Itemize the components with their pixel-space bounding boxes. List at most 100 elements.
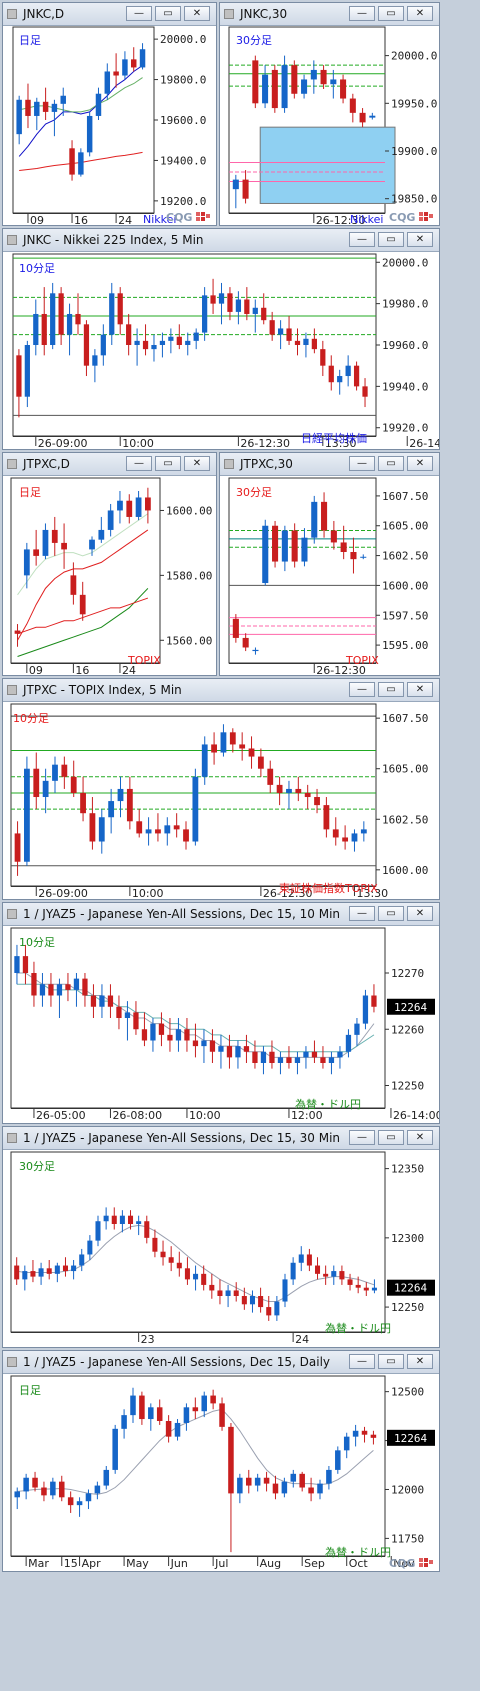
- x-tick-label: Jun: [170, 1557, 188, 1570]
- window-menu-icon[interactable]: [7, 1133, 17, 1143]
- window-title-bar[interactable]: 1 / JYAZ5 - Japanese Yen-All Sessions, D…: [3, 903, 439, 926]
- candle-down: [226, 1046, 233, 1058]
- candle-down: [139, 1395, 145, 1420]
- minimize-button[interactable]: —: [126, 6, 152, 21]
- candle-up: [117, 500, 123, 511]
- candle-down: [41, 1487, 47, 1496]
- minimize-button[interactable]: —: [349, 1130, 375, 1145]
- candle-down: [107, 995, 114, 1007]
- window-title-bar[interactable]: JNKC - Nikkei 225 Index, 5 Min — ▭ ✕: [3, 229, 439, 252]
- candle-down: [232, 618, 239, 638]
- close-button[interactable]: ✕: [407, 232, 433, 247]
- chart-window-jyaz5-30[interactable]: 1 / JYAZ5 - Japanese Yen-All Sessions, D…: [2, 1126, 440, 1348]
- candle-up: [192, 776, 199, 842]
- candle-down: [25, 99, 31, 116]
- candle-up: [274, 1301, 280, 1316]
- candle-down: [210, 295, 216, 304]
- candle-down: [286, 1057, 292, 1063]
- candle-down: [70, 575, 77, 595]
- restore-button[interactable]: ▭: [378, 456, 404, 471]
- restore-button[interactable]: ▭: [378, 906, 404, 921]
- candle-down: [22, 956, 29, 973]
- candle-up: [252, 307, 258, 314]
- minimize-button[interactable]: —: [349, 1354, 375, 1369]
- restore-button[interactable]: ▭: [378, 232, 404, 247]
- window-menu-icon[interactable]: [7, 685, 17, 695]
- window-menu-icon[interactable]: [224, 9, 234, 19]
- minimize-button[interactable]: —: [349, 456, 375, 471]
- x-tick-label: 16: [75, 664, 89, 676]
- candle-down: [233, 1290, 239, 1296]
- candle-up: [52, 764, 58, 781]
- close-button[interactable]: ✕: [184, 456, 210, 471]
- candle-up: [87, 1240, 93, 1255]
- candle-down: [142, 340, 149, 350]
- restore-button[interactable]: ▭: [155, 456, 181, 471]
- candle-down: [210, 1395, 216, 1404]
- chart-window-jtpxc-5[interactable]: JTPXC - TOPIX Index, 5 Min — ▭ ✕ 1600.00 1602…: [2, 678, 440, 900]
- close-button[interactable]: ✕: [407, 1354, 433, 1369]
- candle-down: [228, 1426, 234, 1494]
- restore-button[interactable]: ▭: [378, 1130, 404, 1145]
- candle-down: [271, 69, 278, 109]
- chart-window-jnkc-d[interactable]: JNKC,D — ▭ ✕ 19200.0 19400.0 19600.0 19800.0 200…: [2, 2, 217, 226]
- candle-down: [252, 60, 259, 104]
- candle-up: [42, 529, 49, 556]
- close-button[interactable]: ✕: [184, 6, 210, 21]
- window-title-bar[interactable]: JNKC,30 — ▭ ✕: [220, 3, 439, 26]
- minimize-button[interactable]: —: [349, 906, 375, 921]
- chart-window-jnkc-5[interactable]: JNKC - Nikkei 225 Index, 5 Min — ▭ ✕ 19920.0…: [2, 228, 440, 450]
- window-menu-icon[interactable]: [7, 909, 17, 919]
- restore-button[interactable]: ▭: [155, 6, 181, 21]
- candle-up: [85, 1493, 92, 1502]
- restore-button[interactable]: ▭: [378, 1354, 404, 1369]
- candle-up: [260, 1051, 267, 1063]
- moving-average-line: [17, 588, 149, 657]
- chart-window-jnkc-30[interactable]: JNKC,30 — ▭ ✕ 19850.0 19900.0 19950.0 20000.0 26…: [219, 2, 440, 226]
- candle-up: [360, 829, 367, 834]
- chart-window-jtpxc-30[interactable]: JTPXC,30— ▭ ✕ 1595.00 1597.50 1600.00 1602.50 1…: [219, 452, 440, 676]
- close-button[interactable]: ✕: [407, 682, 433, 697]
- restore-button[interactable]: ▭: [378, 682, 404, 697]
- candle-up: [119, 1215, 125, 1224]
- close-button[interactable]: ✕: [407, 6, 433, 21]
- close-button[interactable]: ✕: [407, 906, 433, 921]
- candle-up: [301, 79, 308, 94]
- close-button[interactable]: ✕: [407, 1130, 433, 1145]
- chart-svg: 19200.0 19400.0 19600.0 19800.0 20000.0 09 16 2…: [12, 26, 210, 225]
- window-menu-icon[interactable]: [224, 459, 234, 469]
- candle-down: [61, 542, 67, 550]
- minimize-button[interactable]: —: [349, 6, 375, 21]
- candle-up: [330, 79, 337, 85]
- window-title-bar[interactable]: JTPXC - TOPIX Index, 5 Min — ▭ ✕: [3, 679, 439, 702]
- window-menu-icon[interactable]: [7, 235, 17, 245]
- window-menu-icon[interactable]: [7, 1357, 17, 1367]
- minimize-button[interactable]: —: [349, 232, 375, 247]
- window-menu-icon[interactable]: [7, 9, 17, 19]
- close-button[interactable]: ✕: [407, 456, 433, 471]
- period-label: 30分足: [19, 1160, 55, 1173]
- candle-up: [14, 956, 20, 973]
- chart-window-jtpxc-d[interactable]: JTPXC,D — ▭ ✕ 1560.00 1580.00 1600.00 09 16 24 日足 T…: [2, 452, 217, 676]
- candle-up: [202, 295, 208, 333]
- candle-down: [83, 324, 90, 366]
- candle-down: [90, 995, 97, 1007]
- candle-up: [345, 1034, 352, 1052]
- window-title-bar[interactable]: JNKC,D — ▭ ✕: [3, 3, 216, 26]
- chart-window-jyaz5-10[interactable]: 1 / JYAZ5 - Japanese Yen-All Sessions, D…: [2, 902, 440, 1124]
- window-menu-icon[interactable]: [7, 459, 17, 469]
- x-tick-label: 26-05:00: [36, 1109, 86, 1122]
- window-title-bar[interactable]: 1 / JYAZ5 - Japanese Yen-All Sessions, D…: [3, 1351, 439, 1374]
- x-tick-label: 13:30: [356, 887, 388, 900]
- chart-window-jyaz5-d[interactable]: 1 / JYAZ5 - Japanese Yen-All Sessions, D…: [2, 1350, 440, 1572]
- minimize-button[interactable]: —: [349, 682, 375, 697]
- restore-button[interactable]: ▭: [378, 6, 404, 21]
- window-title-bar[interactable]: JTPXC,D — ▭ ✕: [3, 453, 216, 476]
- candle-down: [340, 542, 347, 552]
- minimize-button[interactable]: —: [126, 456, 152, 471]
- candle-down: [229, 732, 236, 745]
- window-title-bar[interactable]: 1 / JYAZ5 - Japanese Yen-All Sessions, D…: [3, 1127, 439, 1150]
- y-tick-label: 1595.00: [382, 639, 428, 652]
- window-title-bar[interactable]: JTPXC,30 — ▭ ✕: [220, 453, 439, 476]
- x-tick-label: 26-09:00: [38, 437, 88, 450]
